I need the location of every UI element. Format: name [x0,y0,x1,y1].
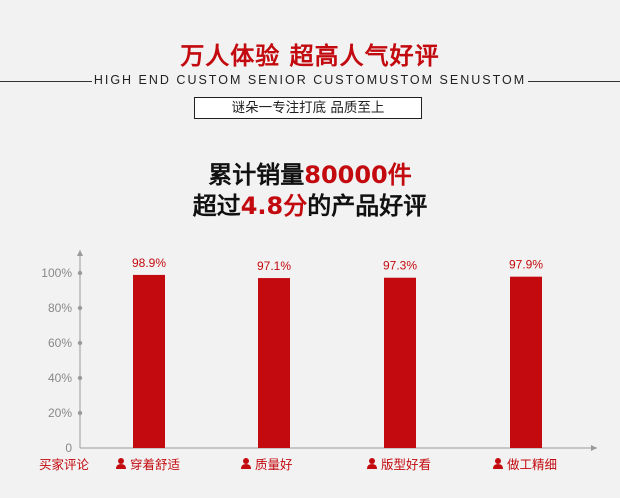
y-axis-ticks: 0 20% 40% 60% 80% 100% [41,266,83,455]
sales-stat: 累计销量80000件 [0,155,620,190]
y-tick-mark [77,410,83,416]
bar [384,277,416,448]
y-tick-label: 80% [48,301,72,315]
rating-stat-highlight: 4.8分 [240,192,308,220]
person-icon-body [116,464,126,469]
y-tick-mark [77,340,83,346]
bar [510,276,542,448]
person-icon-body [367,464,377,469]
category-label: 穿着舒适 [130,457,180,472]
y-tick-label: 20% [48,406,72,420]
y-tick-label: 40% [48,371,72,385]
rating-stat: 超过4.8分的产品好评 [0,186,620,221]
category-label: 做工精细 [507,457,557,472]
bar [258,278,290,448]
y-tick-mark [77,375,83,381]
person-icon-head [118,458,124,464]
person-icon [367,458,377,469]
english-subtitle: HIGH END CUSTOM SENIOR CUSTOMUSTOM SENUS… [93,73,527,87]
tagline-box: 谜朵一专注打底 品质至上 [194,97,422,119]
person-icon-head [495,458,501,464]
y-tick-label: 100% [41,266,72,280]
category-label: 质量好 [255,457,293,472]
person-icon [241,458,251,469]
person-icon-head [369,458,375,464]
y-tick-mark [77,270,83,276]
divider-left [0,81,92,82]
bar-value-label: 98.9% [132,256,166,270]
bar-value-label: 97.1% [257,259,291,273]
sales-stat-prefix: 累计销量 [208,161,305,189]
person-icon-head [243,458,249,464]
rating-stat-suffix: 的产品好评 [307,192,428,220]
page-title: 万人体验 超高人气好评 [180,42,440,70]
person-icon-body [493,464,503,469]
y-tick-mark [77,305,83,311]
divider-right [528,81,620,82]
category-label: 版型好看 [381,457,431,472]
chart-bars: 98.9% 97.1% 97.3% 97.9% [132,256,543,448]
person-icon-body [241,464,251,469]
x-axis-categories: 穿着舒适 质量好 版型好看 做工精细 买家评论 [39,457,557,472]
bar-value-label: 97.9% [509,258,543,272]
y-tick-label: 60% [48,336,72,350]
x-axis-arrow [591,445,597,451]
x-axis-label: 买家评论 [39,457,90,472]
person-icon [493,458,503,469]
person-icon [116,458,126,469]
bar-value-label: 97.3% [383,259,417,273]
rating-stat-prefix: 超过 [192,192,241,220]
sales-stat-highlight: 80000件 [304,161,412,189]
y-axis-arrow [77,250,83,256]
y-tick-label: 0 [65,441,72,455]
bar [133,274,165,448]
